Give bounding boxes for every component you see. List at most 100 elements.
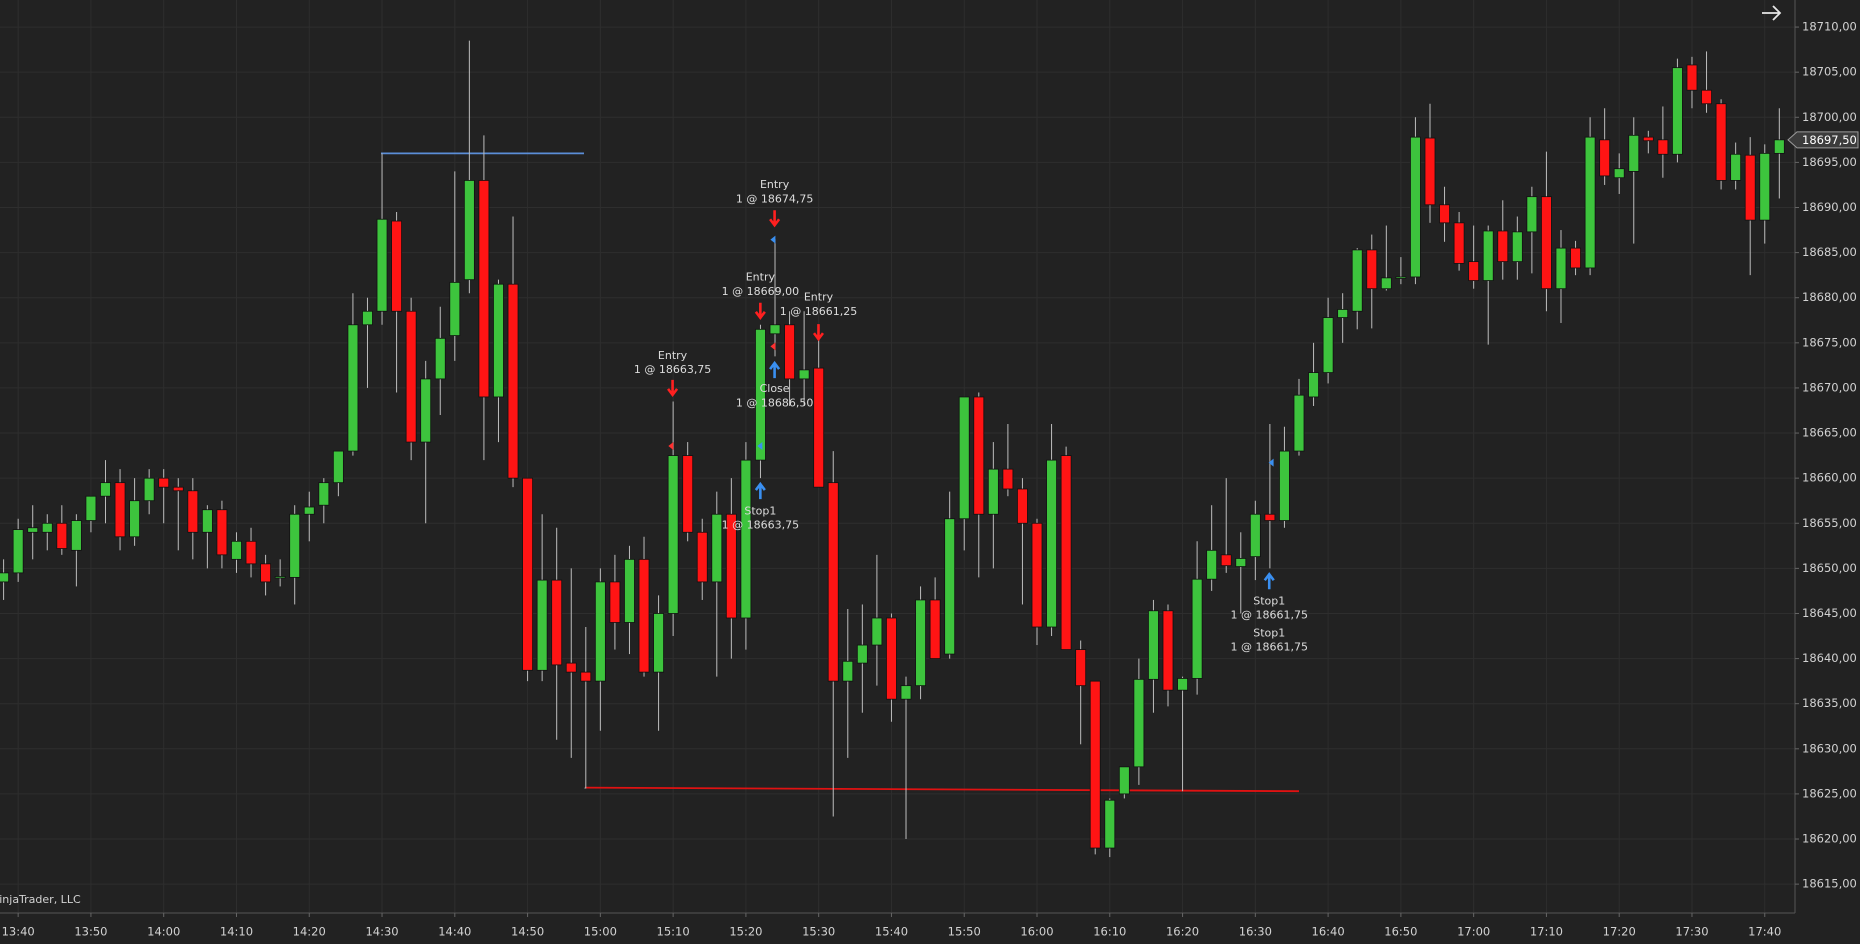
execution-marker: [668, 442, 674, 451]
candle-body: [1424, 137, 1436, 206]
x-tick-label: 17:10: [1530, 925, 1563, 939]
y-tick-label: 18655,00: [1802, 516, 1857, 530]
x-tick-label: 15:20: [729, 925, 762, 939]
candle-body: [842, 660, 854, 682]
x-tick-label: 14:40: [438, 925, 471, 939]
candle-body: [1031, 522, 1043, 628]
y-tick-label: 18700,00: [1802, 110, 1857, 124]
execution-label: 1 @ 18661,75: [1230, 641, 1307, 654]
candle-body: [1744, 154, 1756, 221]
candle-body: [1220, 554, 1232, 567]
candle-body: [1453, 222, 1465, 264]
candle-body: [1715, 103, 1727, 181]
candle-body: [114, 482, 126, 538]
y-tick-label: 18625,00: [1802, 786, 1857, 800]
x-tick-label: 15:40: [875, 925, 908, 939]
candle-body: [129, 500, 140, 538]
execution-arrow: [812, 324, 825, 342]
candle-body: [70, 520, 82, 551]
candle-body: [100, 482, 111, 497]
candle-body: [798, 369, 810, 380]
x-tick-label: 14:30: [365, 925, 398, 939]
candle-body: [85, 495, 97, 521]
candle-body: [245, 540, 257, 565]
y-tick-label: 18695,00: [1802, 155, 1857, 169]
execution-arrow: [769, 360, 781, 379]
execution-arrow: [754, 481, 766, 500]
execution-label: 1 @ 18674,75: [736, 192, 813, 205]
x-tick-label: 16:10: [1093, 925, 1126, 939]
candle-body: [886, 617, 897, 700]
candle-body: [1279, 450, 1290, 521]
x-tick-label: 15:10: [657, 925, 690, 939]
execution-marker: [757, 442, 763, 451]
candle-body: [1308, 372, 1319, 398]
candle-body: [507, 283, 519, 479]
y-tick-label: 18615,00: [1802, 877, 1857, 891]
candle-body: [289, 513, 301, 578]
execution-arrow: [754, 302, 766, 320]
candle-body: [740, 459, 752, 619]
y-tick-label: 18645,00: [1802, 606, 1857, 620]
candle-body: [478, 180, 490, 398]
candle-body: [449, 281, 461, 337]
x-tick-label: 14:00: [147, 925, 180, 939]
candle-body: [1089, 680, 1101, 849]
execution-label: 1 @ 18661,25: [780, 305, 857, 318]
x-tick-label: 14:20: [293, 925, 326, 939]
nav-arrow-icon[interactable]: [1762, 5, 1782, 21]
candle-body: [1264, 513, 1276, 521]
x-tick-label: 17:40: [1748, 925, 1781, 939]
candle-body: [1191, 578, 1203, 679]
candle-body: [434, 337, 446, 380]
candle-body: [1599, 139, 1611, 177]
candle-body: [1642, 136, 1654, 142]
candle-body: [1468, 261, 1480, 281]
execution-label: Stop1: [1253, 594, 1285, 607]
candle-body: [769, 324, 781, 335]
candle-body: [594, 581, 606, 682]
last-price-label: 18697,50: [1802, 133, 1857, 147]
candle-body: [332, 450, 344, 484]
x-tick-label: 16:50: [1384, 925, 1417, 939]
candle-body: [1570, 247, 1581, 269]
candle-body: [391, 220, 402, 312]
candle-body: [522, 477, 533, 671]
candle-body: [1555, 247, 1567, 290]
candle-body: [187, 490, 199, 533]
candle-body: [1526, 196, 1538, 233]
candle-body: [653, 613, 664, 673]
candle-body: [376, 218, 388, 312]
plot: [0, 40, 1785, 858]
execution-arrow: [1263, 572, 1275, 590]
execution-label: 1 @ 18686,50: [736, 396, 813, 409]
candle-body: [420, 378, 432, 443]
candle-body: [1351, 249, 1363, 312]
candle-body: [1395, 276, 1407, 279]
candle-body: [856, 644, 868, 664]
candle-body: [201, 509, 213, 533]
candle-body: [274, 576, 286, 579]
candle-body: [696, 531, 708, 583]
candle-body: [347, 324, 359, 452]
x-tick-label: 15:50: [948, 925, 981, 939]
candle-body: [871, 617, 883, 646]
x-tick-label: 13:40: [2, 925, 35, 939]
execution-label: 1 @ 18669,00: [722, 285, 799, 298]
candle-body: [1497, 230, 1509, 263]
candle-body: [667, 455, 679, 614]
x-tick-label: 17:30: [1675, 925, 1708, 939]
candle-body: [1628, 134, 1640, 172]
x-tick-label: 16:20: [1166, 925, 1199, 939]
x-tick-label: 17:20: [1603, 925, 1636, 939]
candle-body: [1322, 317, 1334, 373]
candle-body: [362, 310, 373, 326]
candle-body: [1046, 459, 1057, 628]
x-tick-label: 14:50: [511, 925, 544, 939]
y-tick-label: 18680,00: [1802, 290, 1857, 304]
y-tick-label: 18705,00: [1802, 65, 1857, 79]
candle-body: [973, 396, 985, 515]
y-tick-label: 18620,00: [1802, 832, 1857, 846]
candle-body: [318, 482, 330, 506]
candle-body: [1366, 249, 1378, 290]
